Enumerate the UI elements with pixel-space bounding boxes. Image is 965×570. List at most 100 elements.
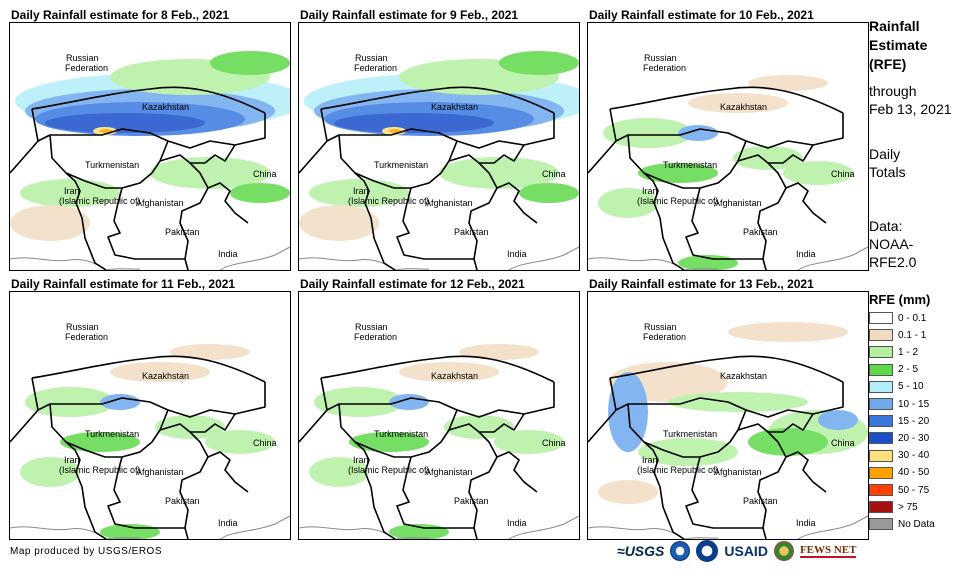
panel-title: Daily Rainfall estimate for 8 Feb., 2021 xyxy=(11,8,230,22)
country-label-russia-line2: Federation xyxy=(65,63,109,73)
rainfall-area xyxy=(728,322,848,342)
country-border xyxy=(31,355,266,383)
country-label-india: India xyxy=(796,249,816,259)
country-border xyxy=(785,182,827,224)
coastline xyxy=(683,268,719,270)
country-label-india: India xyxy=(507,518,527,528)
totals-line-1: Daily xyxy=(869,146,901,162)
through-label: through xyxy=(869,83,917,99)
data-line-2: NOAA- xyxy=(869,236,914,252)
rainfall-area xyxy=(309,179,409,207)
country-label-china: China xyxy=(542,438,566,448)
heading-line-3: (RFE) xyxy=(869,56,907,72)
country-label-kazakhstan: Kazakhstan xyxy=(720,102,768,112)
country-border xyxy=(299,140,328,174)
totals-note: Daily Totals xyxy=(869,145,906,181)
rainfall-area xyxy=(20,457,80,487)
coastline xyxy=(105,268,141,270)
rainfall-area xyxy=(748,75,828,91)
rainfall-area xyxy=(25,387,115,417)
rainfall-area xyxy=(100,394,140,410)
coastline xyxy=(10,257,107,270)
fews-logo: FEWS NET xyxy=(799,544,857,558)
country-label-pakistan: Pakistan xyxy=(165,227,200,237)
country-border xyxy=(354,441,396,539)
country-border xyxy=(496,182,538,224)
country-label-india: India xyxy=(507,249,527,259)
legend-title: RFE (mm) xyxy=(869,292,931,307)
country-label-turkmenistan: Turkmenistan xyxy=(374,160,429,170)
country-label-kazakhstan: Kazakhstan xyxy=(720,371,768,381)
country-border xyxy=(49,403,169,458)
rainfall-map-svg xyxy=(588,75,868,270)
legend-label: 40 - 50 xyxy=(898,467,930,479)
country-label-russia-line2: Federation xyxy=(643,63,687,73)
country-border xyxy=(207,182,249,224)
legend-label: 15 - 20 xyxy=(898,415,930,427)
country-border xyxy=(609,86,844,114)
legend-swatch xyxy=(869,449,893,462)
country-label-iran-line2: (Islamic Republic of) xyxy=(348,196,430,206)
country-label-pakistan: Pakistan xyxy=(743,496,778,506)
country-label-iran-line2: (Islamic Republic of) xyxy=(637,196,719,206)
rainfall-map-svg xyxy=(588,322,868,539)
rainfall-area xyxy=(598,188,658,218)
country-border xyxy=(31,86,266,114)
country-label-china: China xyxy=(253,169,277,179)
coastline xyxy=(683,537,719,539)
legend-heading: Rainfall Estimate (RFE) xyxy=(869,17,927,74)
rainfall-area xyxy=(638,438,738,466)
rainfall-map-panel: Daily Rainfall estimate for 9 Feb., 2021… xyxy=(298,8,582,271)
rainfall-area xyxy=(598,480,658,504)
map-canvas: Russian Federation Kazakhstan Turkmenistan C… xyxy=(587,22,869,271)
country-label-iran-line2: (Islamic Republic of) xyxy=(348,465,430,475)
legend-swatch xyxy=(869,312,893,324)
rainfall-area xyxy=(45,113,205,133)
rainfall-area xyxy=(20,179,120,207)
data-source: Data: NOAA- RFE2.0 xyxy=(869,217,916,271)
country-border xyxy=(768,413,814,433)
legend-label: 20 - 30 xyxy=(898,432,930,444)
through-date: through Feb 13, 2021 xyxy=(869,82,952,118)
country-label-russia-line1: Russian xyxy=(355,53,388,63)
country-label-afghanistan: Afghanistan xyxy=(136,467,184,477)
country-label-kazakhstan: Kazakhstan xyxy=(431,371,479,381)
country-border xyxy=(320,86,555,114)
legend-item: No Data xyxy=(869,516,935,532)
legend-swatch xyxy=(869,484,893,496)
country-border xyxy=(190,413,236,433)
country-label-iran-line2: (Islamic Republic of) xyxy=(59,196,141,206)
country-label-kazakhstan: Kazakhstan xyxy=(142,371,190,381)
country-border xyxy=(338,403,458,458)
rainfall-map-panel: Daily Rainfall estimate for 13 Feb., 202… xyxy=(587,277,871,540)
legend-label: 30 - 40 xyxy=(898,450,930,462)
coastline xyxy=(508,515,579,539)
legend-swatch xyxy=(869,466,893,479)
coastline xyxy=(588,257,685,270)
rainfall-area xyxy=(748,428,828,456)
country-label-india: India xyxy=(218,518,238,528)
usaid-logo-text: USAID xyxy=(724,543,768,559)
coastline xyxy=(394,268,430,270)
country-label-turkmenistan: Turkmenistan xyxy=(374,429,429,439)
rainfall-map-svg xyxy=(299,344,579,539)
country-border xyxy=(627,134,747,189)
rainfall-area xyxy=(299,205,379,241)
rainfall-area xyxy=(399,362,499,382)
legend-label: No Data xyxy=(898,518,935,530)
map-canvas: Russian Federation Kazakhstan Turkmenistan C… xyxy=(9,22,291,271)
rainfall-area xyxy=(349,432,429,452)
coastline xyxy=(219,515,290,539)
legend-label: 50 - 75 xyxy=(898,484,930,496)
country-label-russia-line1: Russian xyxy=(66,53,99,63)
country-label-kazakhstan: Kazakhstan xyxy=(431,102,479,112)
rainfall-area xyxy=(818,410,858,430)
country-label-china: China xyxy=(831,169,855,179)
rainfall-area xyxy=(389,394,429,410)
country-border xyxy=(627,403,747,458)
coastline xyxy=(299,257,396,270)
rainfall-area xyxy=(439,157,559,189)
legend-swatch xyxy=(869,432,893,445)
heading-line-2: Estimate xyxy=(869,37,928,53)
rainfall-area xyxy=(60,432,140,452)
